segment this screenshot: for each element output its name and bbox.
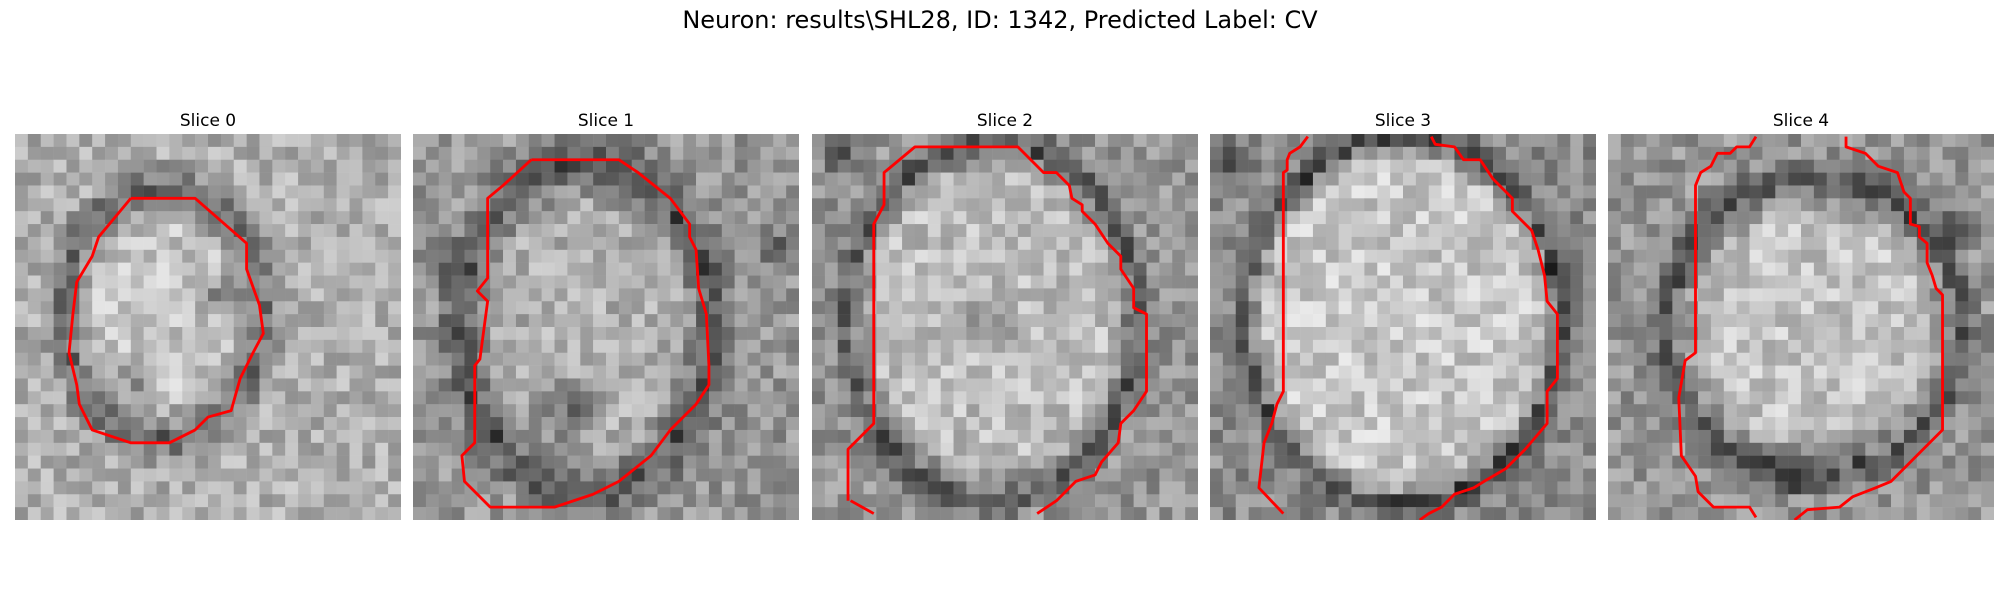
slice-pixels-2	[812, 134, 1198, 520]
contour-line-3b	[1418, 135, 1559, 520]
contour-line-2b	[849, 499, 875, 515]
slice-image-3	[1210, 134, 1596, 520]
slice-title-4: Slice 4	[1772, 111, 1830, 131]
contour-line-3	[1257, 135, 1309, 515]
contour-line-4b	[1793, 136, 1944, 520]
slice-title-0: Slice 0	[179, 111, 237, 131]
slice-title-1: Slice 1	[577, 111, 635, 131]
slice-image-4	[1608, 134, 1994, 520]
slice-pixels-4	[1608, 134, 1994, 520]
slice-pixels-1	[413, 134, 799, 520]
slice-image-2	[812, 134, 1198, 520]
slice-title-3: Slice 3	[1374, 111, 1432, 131]
contour-line-2	[846, 145, 1148, 515]
slice-panel-3: Slice 3	[1210, 108, 1596, 520]
slice-panel-4: Slice 4	[1608, 108, 1994, 520]
slice-pixels-3	[1210, 134, 1596, 520]
slice-image-0	[15, 134, 401, 520]
slice-title-2: Slice 2	[976, 111, 1034, 131]
slice-panel-1: Slice 1	[413, 108, 799, 520]
slice-panel-0: Slice 0	[15, 108, 401, 520]
slice-panel-2: Slice 2	[812, 108, 1198, 520]
contour-line-4	[1677, 135, 1758, 519]
contour-line-1	[460, 158, 711, 509]
slice-image-1	[413, 134, 799, 520]
slice-pixels-0	[15, 134, 401, 520]
contour-line-0	[67, 196, 265, 445]
figure-title: Neuron: results\SHL28, ID: 1342, Predict…	[682, 6, 1318, 34]
